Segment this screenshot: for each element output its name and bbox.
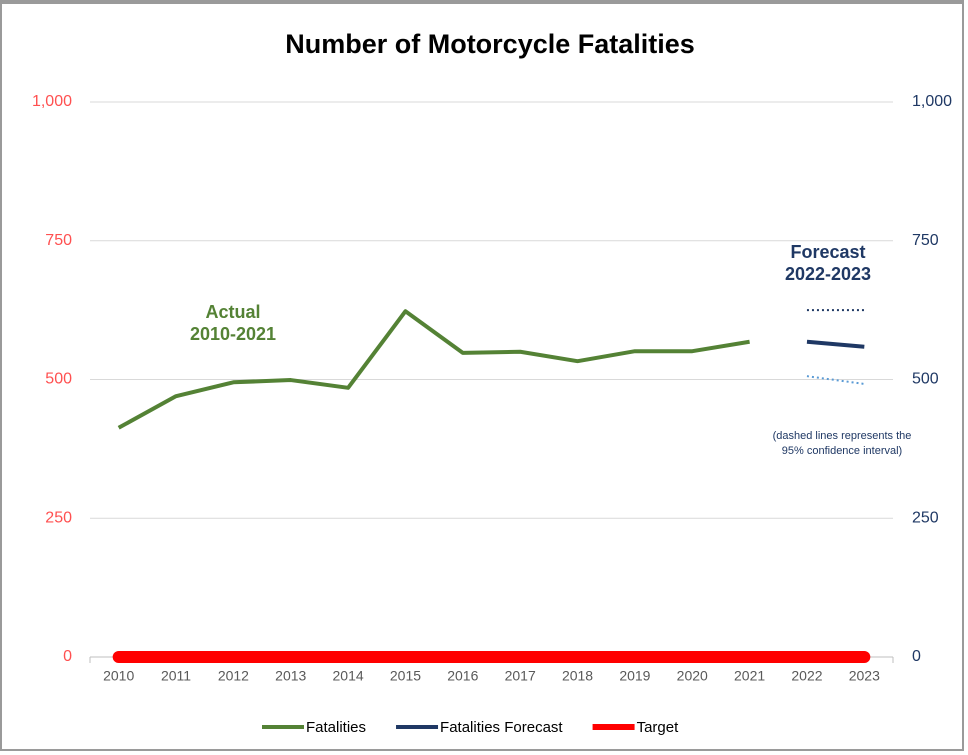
legend: Fatalities Fatalities Forecast Target [262, 719, 679, 736]
x-tick-label: 2023 [849, 668, 880, 684]
series-line [806, 375, 865, 385]
annotation: Forecast [790, 242, 865, 262]
x-tick-label: 2019 [619, 668, 650, 684]
x-tick-label: 2014 [333, 668, 364, 684]
y-tick-label: 0 [63, 648, 72, 665]
chart-title: Number of Motorcycle Fatalities [285, 29, 695, 59]
legend-label: Target [637, 719, 680, 736]
y2-tick-label: 0 [912, 648, 921, 665]
x-tick-label: 2021 [734, 668, 765, 684]
x-tick-label: 2020 [677, 668, 708, 684]
annotation: Actual [205, 302, 260, 322]
x-tick-label: 2018 [562, 668, 593, 684]
x-tick-label: 2015 [390, 668, 421, 684]
x-tick-label: 2016 [447, 668, 478, 684]
y2-tick-label: 1,000 [912, 93, 952, 110]
x-tick-label: 2012 [218, 668, 249, 684]
annotation: (dashed lines represents the [773, 430, 912, 442]
x-tick-label: 2022 [791, 668, 822, 684]
series-line [117, 309, 750, 430]
annotation: 95% confidence interval) [782, 445, 902, 457]
annotation: 2022-2023 [785, 264, 871, 284]
x-tick-label: 2013 [275, 668, 306, 684]
legend-label: Fatalities [306, 719, 366, 736]
y2-tick-label: 750 [912, 232, 939, 249]
legend-label: Fatalities Forecast [440, 719, 563, 736]
x-tick-label: 2010 [103, 668, 134, 684]
series-line [806, 339, 865, 349]
y-tick-label: 1,000 [32, 93, 72, 110]
y-tick-label: 250 [45, 509, 72, 526]
x-tick-label: 2011 [161, 668, 191, 684]
annotation: 2010-2021 [190, 324, 276, 344]
y-tick-label: 750 [45, 232, 72, 249]
y2-tick-label: 500 [912, 371, 939, 388]
y-tick-label: 500 [45, 371, 72, 388]
x-tick-label: 2017 [505, 668, 536, 684]
y2-tick-label: 250 [912, 509, 939, 526]
